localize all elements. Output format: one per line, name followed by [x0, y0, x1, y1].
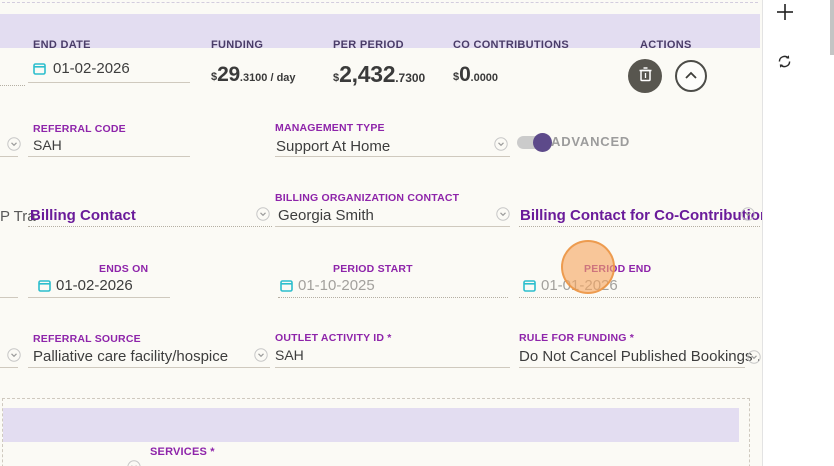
chevron-down-icon[interactable] [496, 207, 510, 221]
per-period-value: $2,432.7300 [333, 61, 426, 87]
advanced-toggle[interactable] [517, 133, 552, 152]
advanced-toggle-label: ADVANCED [551, 134, 631, 149]
ends-on-field[interactable]: 01-02-2026 [56, 277, 133, 294]
outlet-activity-id-label: OUTLET ACTIVITY ID * [275, 332, 392, 344]
management-type-label: MANAGEMENT TYPE [275, 122, 385, 134]
chevron-down-icon[interactable] [747, 350, 761, 364]
management-type-field[interactable]: Support At Home [276, 138, 391, 155]
calendar-icon [33, 62, 46, 75]
referral-code-field[interactable]: SAH [33, 137, 62, 153]
calendar-icon [280, 279, 293, 292]
underline-fragment [0, 85, 25, 86]
underline [519, 226, 760, 227]
trash-icon [638, 66, 653, 87]
calendar-icon [38, 279, 51, 292]
delete-button[interactable] [628, 59, 662, 93]
chevron-down-icon[interactable] [256, 207, 270, 221]
period-end-label: PERIOD END [584, 263, 652, 275]
billing-contact-link[interactable]: Billing Contact [30, 207, 136, 224]
underline-fragment [0, 297, 18, 298]
outlet-activity-id-field[interactable]: SAH [275, 347, 304, 363]
underline [28, 367, 270, 368]
underline [28, 297, 170, 298]
chevron-down-icon[interactable] [7, 137, 21, 151]
ends-on-label: ENDS ON [99, 263, 149, 275]
chevron-down-icon[interactable] [127, 460, 141, 466]
add-button[interactable] [775, 2, 795, 27]
period-end-field: 01-01-2026 [541, 277, 618, 294]
column-header-co-contributions: CO CONTRIBUTIONS [453, 39, 570, 51]
period-start-field: 01-10-2025 [298, 277, 375, 294]
chevron-down-icon[interactable] [741, 207, 755, 221]
underline [275, 156, 510, 157]
scrollbar-thumb[interactable] [830, 0, 834, 55]
chevron-up-icon [684, 67, 698, 85]
period-start-label: PERIOD START [333, 263, 413, 275]
plus-icon [775, 4, 795, 26]
end-date-field[interactable]: 01-02-2026 [53, 60, 130, 77]
refresh-icon [776, 55, 793, 74]
refresh-button[interactable] [776, 53, 793, 75]
underline [519, 297, 760, 298]
underline [275, 226, 510, 227]
services-label: SERVICES * [150, 446, 215, 458]
chevron-down-icon[interactable] [7, 348, 21, 362]
co-contributions-value: $0.0000 [453, 63, 499, 86]
services-header-band [3, 408, 739, 442]
toggle-knob [533, 133, 552, 152]
billing-org-contact-label: BILLING ORGANIZATION CONTACT [275, 192, 460, 204]
services-section [2, 398, 750, 466]
referral-code-label: REFERRAL CODE [33, 123, 126, 135]
calendar-icon [523, 279, 536, 292]
underline [275, 367, 510, 368]
underline-fragment [0, 367, 18, 368]
billing-org-contact-field[interactable]: Georgia Smith [278, 207, 374, 224]
underline-fragment [0, 156, 18, 157]
table-header-row: END DATE FUNDING PER PERIOD CO CONTRIBUT… [0, 14, 760, 51]
underline [519, 367, 745, 368]
column-header-per-period: PER PERIOD [333, 39, 404, 51]
section-dashed-border-top [2, 2, 758, 3]
underline [28, 82, 190, 83]
side-toolbar [762, 0, 834, 466]
column-header-actions: ACTIONS [640, 39, 692, 51]
funding-value: $29.3100 / day [211, 63, 296, 86]
referral-source-label: REFERRAL SOURCE [33, 333, 141, 345]
billing-contact-cocontrib-link[interactable]: Billing Contact for Co-Contributions [520, 207, 778, 224]
rule-for-funding-label: RULE FOR FUNDING * [519, 332, 635, 344]
underline [28, 226, 272, 227]
chevron-down-icon[interactable] [254, 348, 268, 362]
collapse-row-button[interactable] [675, 60, 707, 92]
column-header-end-date: END DATE [33, 39, 91, 51]
clipped-field-fragment: P Tra [0, 208, 36, 225]
underline [28, 156, 190, 157]
column-header-funding: FUNDING [211, 39, 264, 51]
rule-for-funding-field[interactable]: Do Not Cancel Published Bookings ... [519, 348, 770, 365]
underline [278, 297, 508, 298]
referral-source-field[interactable]: Palliative care facility/hospice [33, 348, 229, 365]
chevron-down-icon[interactable] [494, 137, 508, 151]
